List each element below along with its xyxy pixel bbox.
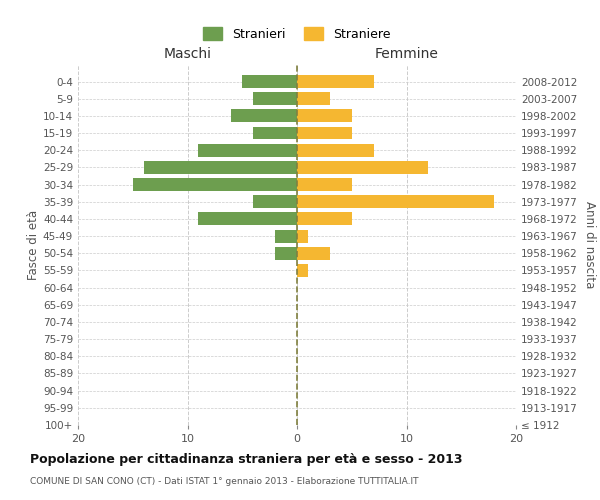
- Bar: [275, 230, 297, 242]
- Bar: [199, 212, 297, 226]
- Bar: [253, 196, 297, 208]
- Bar: [297, 196, 494, 208]
- Y-axis label: Fasce di età: Fasce di età: [27, 210, 40, 280]
- Bar: [242, 75, 297, 88]
- Y-axis label: Anni di nascita: Anni di nascita: [583, 202, 596, 288]
- Bar: [297, 212, 352, 226]
- Bar: [297, 144, 374, 156]
- Text: COMUNE DI SAN CONO (CT) - Dati ISTAT 1° gennaio 2013 - Elaborazione TUTTITALIA.I: COMUNE DI SAN CONO (CT) - Dati ISTAT 1° …: [30, 478, 419, 486]
- Bar: [253, 126, 297, 140]
- Bar: [199, 144, 297, 156]
- Bar: [297, 75, 374, 88]
- Bar: [253, 92, 297, 105]
- Bar: [297, 161, 428, 174]
- Text: Femmine: Femmine: [374, 47, 439, 61]
- Text: Popolazione per cittadinanza straniera per età e sesso - 2013: Popolazione per cittadinanza straniera p…: [30, 452, 463, 466]
- Bar: [297, 264, 308, 277]
- Bar: [232, 110, 297, 122]
- Bar: [275, 247, 297, 260]
- Bar: [297, 178, 352, 191]
- Bar: [133, 178, 297, 191]
- Bar: [297, 247, 330, 260]
- Bar: [144, 161, 297, 174]
- Bar: [297, 230, 308, 242]
- Legend: Stranieri, Straniere: Stranieri, Straniere: [197, 21, 397, 47]
- Bar: [297, 92, 330, 105]
- Bar: [297, 110, 352, 122]
- Text: Maschi: Maschi: [163, 47, 212, 61]
- Bar: [297, 126, 352, 140]
